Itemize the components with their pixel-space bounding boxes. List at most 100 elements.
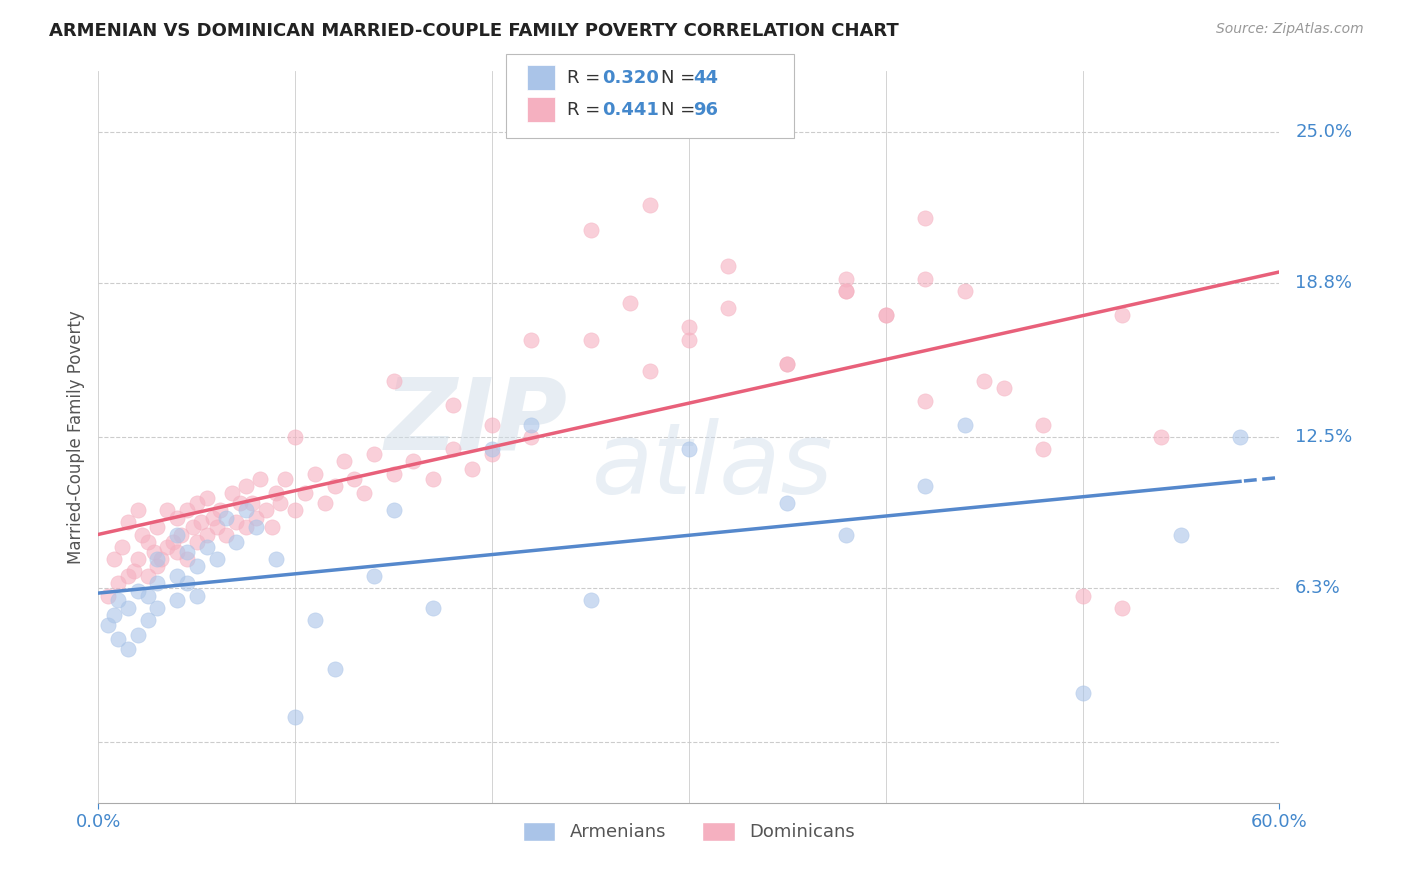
Point xyxy=(993,381,1015,395)
Point xyxy=(323,479,346,493)
Point xyxy=(107,593,129,607)
Point xyxy=(122,564,145,578)
Point xyxy=(914,211,936,225)
Text: 44: 44 xyxy=(693,69,718,87)
Text: 0.320: 0.320 xyxy=(602,69,658,87)
Point xyxy=(619,296,641,310)
Point xyxy=(162,535,184,549)
Point xyxy=(1032,442,1054,457)
Point xyxy=(245,520,267,534)
Point xyxy=(215,510,238,524)
Point xyxy=(973,374,995,388)
Point xyxy=(1150,430,1173,444)
Point xyxy=(520,417,543,432)
Point xyxy=(146,600,169,615)
Point xyxy=(776,496,799,510)
Point xyxy=(225,516,247,530)
Point xyxy=(245,510,267,524)
Point xyxy=(254,503,277,517)
Point xyxy=(221,486,243,500)
Point xyxy=(875,308,897,322)
Point xyxy=(914,271,936,285)
Point xyxy=(186,496,208,510)
Point xyxy=(835,527,858,541)
Text: ZIP: ZIP xyxy=(385,374,568,471)
Text: 18.8%: 18.8% xyxy=(1295,275,1353,293)
Point xyxy=(953,417,976,432)
Text: 12.5%: 12.5% xyxy=(1295,428,1353,446)
Point xyxy=(201,510,224,524)
Point xyxy=(579,333,602,347)
Point xyxy=(195,491,218,505)
Point xyxy=(156,540,179,554)
Point xyxy=(146,520,169,534)
Point xyxy=(166,544,188,558)
Point xyxy=(284,503,307,517)
Point xyxy=(215,527,238,541)
Point xyxy=(520,430,543,444)
Text: N =: N = xyxy=(661,69,700,87)
Point xyxy=(638,364,661,378)
Point xyxy=(107,632,129,647)
Point xyxy=(176,544,198,558)
Point xyxy=(181,520,204,534)
Point xyxy=(520,333,543,347)
Point xyxy=(142,544,165,558)
Point xyxy=(481,417,503,432)
Point xyxy=(363,447,385,461)
Text: 96: 96 xyxy=(693,101,718,119)
Point xyxy=(1111,308,1133,322)
Point xyxy=(146,552,169,566)
Point xyxy=(136,535,159,549)
Point xyxy=(205,520,228,534)
Point xyxy=(111,540,134,554)
Point xyxy=(97,617,120,632)
Point xyxy=(1071,686,1094,700)
Point xyxy=(875,308,897,322)
Point xyxy=(186,589,208,603)
Point xyxy=(264,486,287,500)
Point xyxy=(835,284,858,298)
Point xyxy=(1032,417,1054,432)
Point xyxy=(146,559,169,574)
Point xyxy=(249,471,271,485)
Point xyxy=(304,467,326,481)
Point xyxy=(382,467,405,481)
Point xyxy=(717,260,740,274)
Point xyxy=(229,496,252,510)
Point xyxy=(835,284,858,298)
Text: atlas: atlas xyxy=(592,417,834,515)
Point xyxy=(835,271,858,285)
Text: Source: ZipAtlas.com: Source: ZipAtlas.com xyxy=(1216,22,1364,37)
Point xyxy=(776,357,799,371)
Point xyxy=(481,442,503,457)
Text: R =: R = xyxy=(567,101,606,119)
Point xyxy=(97,589,120,603)
Point xyxy=(150,552,173,566)
Point xyxy=(382,374,405,388)
Point xyxy=(294,486,316,500)
Point xyxy=(264,552,287,566)
Point xyxy=(363,569,385,583)
Point xyxy=(1111,600,1133,615)
Point xyxy=(353,486,375,500)
Text: 6.3%: 6.3% xyxy=(1295,579,1341,598)
Point xyxy=(304,613,326,627)
Point xyxy=(107,576,129,591)
Text: 25.0%: 25.0% xyxy=(1295,123,1353,141)
Point xyxy=(131,527,153,541)
Point xyxy=(678,320,700,334)
Point xyxy=(274,471,297,485)
Point xyxy=(953,284,976,298)
Point xyxy=(461,462,484,476)
Point xyxy=(579,593,602,607)
Point xyxy=(136,569,159,583)
Point xyxy=(166,569,188,583)
Text: 0.441: 0.441 xyxy=(602,101,658,119)
Point xyxy=(117,600,139,615)
Point xyxy=(314,496,336,510)
Point xyxy=(176,503,198,517)
Point xyxy=(422,471,444,485)
Point xyxy=(156,503,179,517)
Point xyxy=(136,589,159,603)
